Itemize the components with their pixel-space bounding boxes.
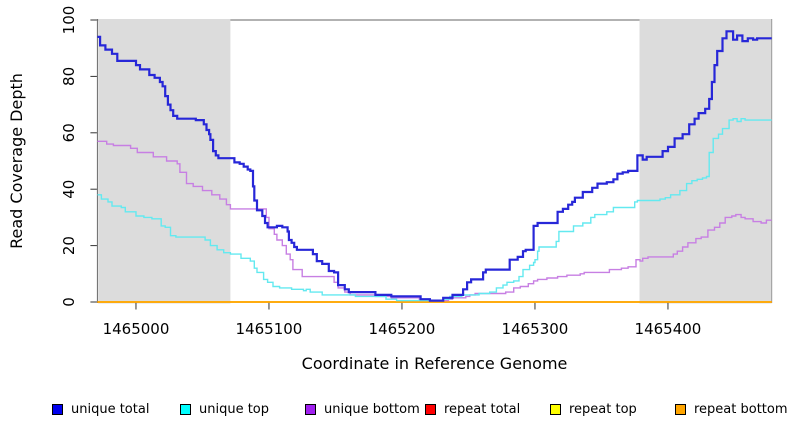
x-tick-label: 1465200 bbox=[369, 320, 436, 338]
y-tick-label: 100 bbox=[60, 6, 78, 35]
legend-swatch-unique-total bbox=[52, 403, 63, 415]
legend-swatch-repeat-total bbox=[425, 403, 436, 415]
y-tick-label: 20 bbox=[60, 236, 78, 255]
y-tick-label: 40 bbox=[60, 180, 78, 199]
x-tick-label: 1465000 bbox=[103, 320, 170, 338]
legend-swatch-repeat-top bbox=[550, 403, 561, 415]
legend-label: repeat bottom bbox=[694, 401, 788, 417]
legend-label: unique top bbox=[199, 401, 270, 417]
legend-item-unique-bottom: unique bottom bbox=[305, 398, 420, 420]
legend-item-unique-total: unique total bbox=[52, 398, 149, 420]
legend: unique total unique top unique bottom repea… bbox=[0, 398, 792, 422]
x-axis-label: Coordinate in Reference Genome bbox=[302, 354, 568, 373]
x-tick-label: 1465400 bbox=[635, 320, 702, 338]
shaded-region-1 bbox=[98, 19, 231, 304]
y-tick-label: 0 bbox=[60, 297, 78, 307]
x-tick-label: 1465300 bbox=[502, 320, 569, 338]
legend-swatch-unique-bottom bbox=[305, 403, 316, 415]
legend-item-repeat-top: repeat top bbox=[550, 398, 637, 420]
legend-item-repeat-total: repeat total bbox=[425, 398, 520, 420]
y-axis-label: Read Coverage Depth bbox=[7, 73, 26, 249]
legend-swatch-unique-top bbox=[180, 403, 191, 415]
legend-swatch-repeat-bottom bbox=[675, 403, 686, 415]
legend-label: repeat total bbox=[444, 401, 521, 417]
y-tick-label: 80 bbox=[60, 67, 78, 86]
shaded-region-2 bbox=[639, 19, 772, 304]
legend-item-unique-top: unique top bbox=[180, 398, 269, 420]
series-line-unique-top bbox=[97, 118, 772, 302]
y-tick-label: 60 bbox=[60, 123, 78, 142]
legend-label: repeat top bbox=[569, 401, 637, 417]
legend-item-repeat-bottom: repeat bottom bbox=[675, 398, 788, 420]
series-line-unique-total bbox=[97, 30, 772, 302]
x-tick-label: 1465100 bbox=[236, 320, 303, 338]
legend-label: unique total bbox=[71, 401, 150, 417]
legend-label: unique bottom bbox=[324, 401, 420, 417]
